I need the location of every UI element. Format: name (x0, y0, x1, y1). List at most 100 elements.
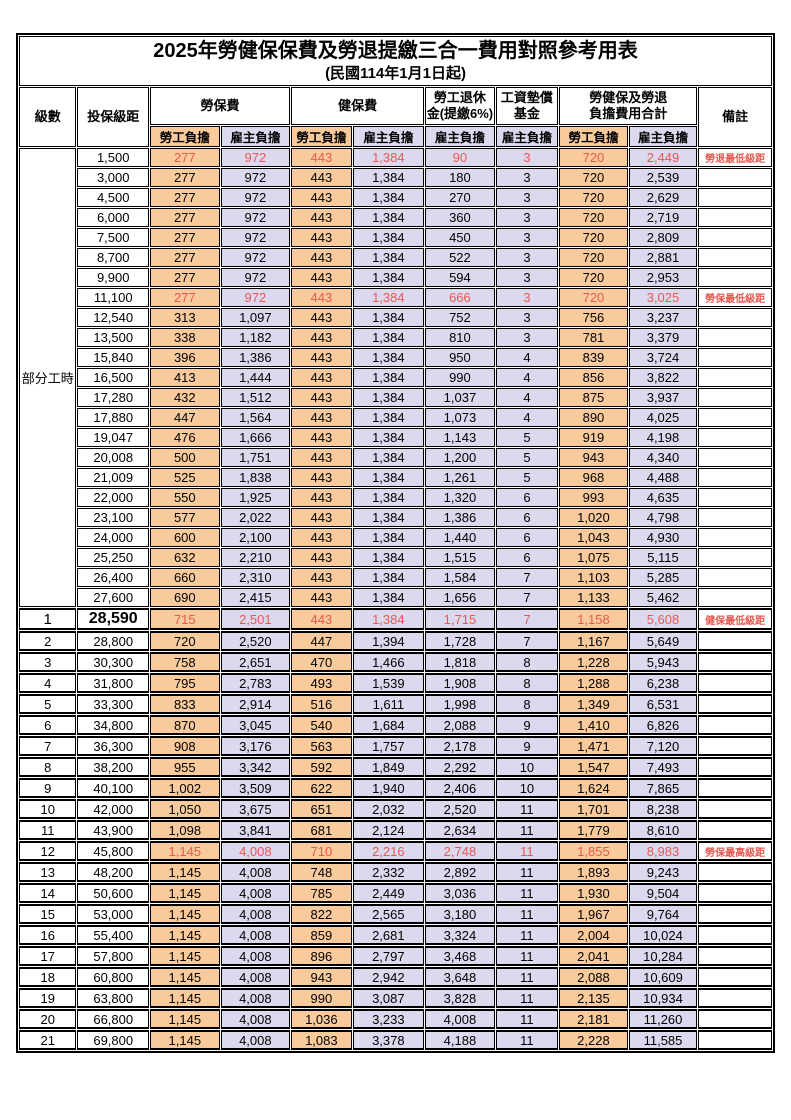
cell-pension-employer: 1,440 (425, 528, 495, 547)
pension-header-line2: 金(提繳6%) (426, 106, 494, 121)
cell-total-employer: 2,881 (628, 248, 698, 267)
cell-pension-employer: 1,143 (425, 428, 495, 447)
cell-labor-employee: 313 (150, 308, 220, 327)
cell-health-employee: 943 (291, 967, 352, 987)
cell-wage-fund-employer: 4 (495, 388, 559, 407)
cell-wage-fund-employer: 3 (495, 248, 559, 267)
cell-total-employee: 720 (559, 188, 628, 207)
cell-bracket: 27,600 (77, 588, 150, 607)
table-row: 18 60,800 1,145 4,008 943 2,942 3,648 11 2,088 10… (19, 967, 772, 987)
cell-wage-fund-employer: 11 (495, 1009, 559, 1029)
cell-pension-employer: 360 (425, 208, 495, 227)
cell-total-employee: 1,228 (559, 652, 628, 672)
cell-labor-employee: 690 (150, 588, 220, 607)
cell-pension-employer: 3,036 (425, 883, 495, 903)
cell-pension-employer: 4,008 (425, 1009, 495, 1029)
wage-fund-header-line1: 工資墊償 (500, 90, 553, 105)
cell-health-employer: 2,032 (352, 799, 425, 819)
cell-total-employer: 2,629 (628, 188, 698, 207)
table-row: 6 34,800 870 3,045 540 1,684 2,088 9 1,410 6,826 (19, 715, 772, 735)
table-row: 9,900 277 972 443 1,384 594 3 720 2,953 (19, 268, 772, 287)
cell-labor-employer: 3,675 (220, 799, 291, 819)
cell-remark (698, 308, 772, 327)
cell-wage-fund-employer: 11 (495, 841, 559, 861)
cell-labor-employer: 4,008 (220, 841, 291, 861)
cell-bracket: 7,500 (77, 228, 150, 247)
cell-total-employer: 4,340 (628, 448, 698, 467)
cell-labor-employee: 1,145 (150, 883, 220, 903)
cell-bracket: 21,009 (77, 468, 150, 487)
cell-labor-employer: 3,045 (220, 715, 291, 735)
cell-total-employer: 6,826 (628, 715, 698, 735)
cell-total-employer: 8,610 (628, 820, 698, 840)
cell-pension-employer: 3,648 (425, 967, 495, 987)
cell-health-employee: 470 (291, 652, 352, 672)
cell-level: 2 (19, 631, 77, 651)
cell-wage-fund-employer: 11 (495, 799, 559, 819)
cell-pension-employer: 1,515 (425, 548, 495, 567)
cell-pension-employer: 1,073 (425, 408, 495, 427)
cell-total-employee: 1,930 (559, 883, 628, 903)
cell-wage-fund-employer: 6 (495, 528, 559, 547)
cell-total-employer: 11,260 (628, 1009, 698, 1029)
col-header-health-insurance: 健保費 (291, 87, 425, 125)
table-row: 24,000 600 2,100 443 1,384 1,440 6 1,043 4,930 (19, 528, 772, 547)
cell-bracket: 48,200 (77, 862, 150, 882)
cell-level: 19 (19, 988, 77, 1008)
table-row: 17,880 447 1,564 443 1,384 1,073 4 890 4,025 (19, 408, 772, 427)
table-row: 7,500 277 972 443 1,384 450 3 720 2,809 (19, 228, 772, 247)
header-sub-row: 勞工負擔 雇主負擔 勞工負擔 雇主負擔 雇主負擔 雇主負擔 勞工負擔 雇主負擔 (19, 126, 772, 147)
cell-pension-employer: 1,320 (425, 488, 495, 507)
cell-health-employer: 1,757 (352, 736, 425, 756)
cell-total-employee: 1,547 (559, 757, 628, 777)
cell-remark (698, 652, 772, 672)
table-row: 2 28,800 720 2,520 447 1,394 1,728 7 1,167 5,649 (19, 631, 772, 651)
cell-health-employer: 1,384 (352, 608, 425, 630)
cell-total-employer: 6,238 (628, 673, 698, 693)
cell-bracket: 50,600 (77, 883, 150, 903)
cell-remark (698, 1030, 772, 1050)
wage-fund-header-line2: 基金 (513, 106, 540, 121)
cell-health-employer: 1,384 (352, 228, 425, 247)
cell-health-employer: 1,384 (352, 208, 425, 227)
cell-remark (698, 328, 772, 347)
cell-level: 10 (19, 799, 77, 819)
cell-labor-employer: 972 (220, 168, 291, 187)
cell-total-employee: 875 (559, 388, 628, 407)
cell-health-employer: 1,384 (352, 168, 425, 187)
col-header-pension: 勞工退休 金(提繳6%) (425, 87, 495, 125)
cell-bracket: 23,100 (77, 508, 150, 527)
total-header-line1: 勞健保及勞退 (589, 90, 668, 105)
cell-wage-fund-employer: 6 (495, 508, 559, 527)
cell-total-employer: 4,798 (628, 508, 698, 527)
table-row: 15 53,000 1,145 4,008 822 2,565 3,180 11 1,967 9,… (19, 904, 772, 924)
cell-labor-employee: 715 (150, 608, 220, 630)
table-row: 5 33,300 833 2,914 516 1,611 1,998 8 1,349 6,531 (19, 694, 772, 714)
cell-total-employer: 5,608 (628, 608, 698, 630)
cell-bracket: 13,500 (77, 328, 150, 347)
cell-labor-employer: 4,008 (220, 1009, 291, 1029)
cell-health-employee: 1,036 (291, 1009, 352, 1029)
cell-health-employer: 1,466 (352, 652, 425, 672)
cell-labor-employee: 432 (150, 388, 220, 407)
cell-total-employee: 720 (559, 228, 628, 247)
cell-health-employee: 443 (291, 328, 352, 347)
cell-labor-employee: 600 (150, 528, 220, 547)
cell-remark (698, 348, 772, 367)
cell-total-employer: 2,719 (628, 208, 698, 227)
cell-wage-fund-employer: 7 (495, 588, 559, 607)
cell-total-employer: 2,539 (628, 168, 698, 187)
cell-health-employer: 1,849 (352, 757, 425, 777)
cell-level: 5 (19, 694, 77, 714)
cell-health-employee: 443 (291, 428, 352, 447)
cell-total-employer: 2,953 (628, 268, 698, 287)
cell-bracket: 17,280 (77, 388, 150, 407)
cell-wage-fund-employer: 11 (495, 946, 559, 966)
cell-labor-employer: 1,751 (220, 448, 291, 467)
cell-health-employer: 2,565 (352, 904, 425, 924)
cell-labor-employee: 277 (150, 168, 220, 187)
cell-pension-employer: 810 (425, 328, 495, 347)
cell-bracket: 15,840 (77, 348, 150, 367)
cell-pension-employer: 450 (425, 228, 495, 247)
cell-total-employer: 4,635 (628, 488, 698, 507)
